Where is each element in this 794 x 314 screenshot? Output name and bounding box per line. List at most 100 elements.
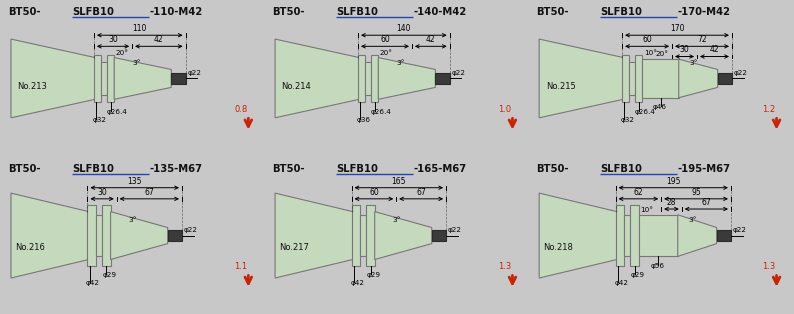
Polygon shape: [378, 57, 435, 99]
Bar: [630, 205, 639, 266]
Bar: [435, 73, 449, 84]
Bar: [371, 55, 378, 102]
Polygon shape: [678, 215, 717, 257]
Text: 67: 67: [416, 188, 426, 197]
Text: No.218: No.218: [543, 243, 573, 252]
Text: 10°: 10°: [640, 207, 653, 213]
Text: 60: 60: [369, 188, 379, 197]
Text: 110: 110: [133, 24, 147, 33]
Bar: [635, 55, 642, 102]
Text: 135: 135: [128, 176, 142, 186]
Polygon shape: [11, 193, 89, 278]
Text: φ22: φ22: [733, 227, 747, 233]
Text: 3°: 3°: [689, 60, 697, 66]
Text: 140: 140: [397, 24, 411, 33]
Polygon shape: [110, 212, 168, 259]
Text: SLFB10: SLFB10: [72, 7, 114, 17]
Bar: [107, 55, 114, 102]
Bar: [624, 215, 630, 257]
Text: No.216: No.216: [15, 243, 44, 252]
Bar: [102, 62, 107, 95]
Text: 170: 170: [670, 24, 684, 33]
Text: 42: 42: [426, 35, 436, 44]
Text: 42: 42: [154, 35, 164, 44]
Text: φ26.4: φ26.4: [635, 109, 656, 115]
Text: SLFB10: SLFB10: [600, 164, 642, 174]
Text: φ42: φ42: [86, 280, 100, 286]
Bar: [366, 205, 375, 266]
Text: 62: 62: [634, 188, 643, 197]
Text: φ26.4: φ26.4: [371, 109, 391, 115]
Text: BT50-: BT50-: [536, 164, 569, 174]
Text: φ56: φ56: [650, 263, 665, 269]
Text: 30: 30: [680, 45, 689, 54]
Text: SLFB10: SLFB10: [72, 164, 114, 174]
Text: 60: 60: [380, 35, 390, 44]
Text: -170-M42: -170-M42: [677, 7, 730, 17]
Polygon shape: [679, 59, 718, 98]
Text: φ22: φ22: [452, 70, 466, 76]
Text: 95: 95: [691, 188, 701, 197]
Text: 3°: 3°: [393, 218, 401, 224]
Bar: [358, 55, 365, 102]
Polygon shape: [11, 39, 95, 118]
Text: φ22: φ22: [734, 70, 748, 76]
Text: -165-M67: -165-M67: [413, 164, 466, 174]
Text: 0.8: 0.8: [234, 105, 247, 114]
Text: BT50-: BT50-: [272, 7, 304, 17]
Text: 1.0: 1.0: [498, 105, 511, 114]
Text: No.213: No.213: [17, 82, 48, 91]
Text: 67: 67: [145, 188, 154, 197]
Text: 165: 165: [391, 176, 406, 186]
Text: No.215: No.215: [545, 82, 576, 91]
Text: BT50-: BT50-: [8, 7, 40, 17]
Text: BT50-: BT50-: [272, 164, 304, 174]
Bar: [642, 59, 679, 98]
Text: 60: 60: [642, 35, 652, 44]
Bar: [94, 55, 102, 102]
Text: 1.1: 1.1: [234, 262, 247, 271]
Text: 30: 30: [108, 35, 118, 44]
Text: 3°: 3°: [688, 218, 696, 224]
Bar: [717, 230, 731, 241]
Bar: [168, 230, 182, 241]
Text: BT50-: BT50-: [536, 7, 569, 17]
Text: 1.2: 1.2: [762, 105, 776, 114]
Bar: [718, 73, 732, 84]
Polygon shape: [539, 39, 623, 118]
Polygon shape: [275, 39, 360, 118]
Text: φ22: φ22: [448, 227, 462, 233]
Text: φ36: φ36: [357, 117, 370, 123]
Text: No.214: No.214: [282, 82, 311, 91]
Text: φ22: φ22: [187, 70, 202, 76]
Text: φ29: φ29: [367, 272, 380, 278]
Text: 1.3: 1.3: [498, 262, 511, 271]
Text: 20°: 20°: [380, 50, 392, 56]
Text: 20°: 20°: [655, 51, 669, 57]
Text: -140-M42: -140-M42: [413, 7, 466, 17]
Bar: [172, 73, 186, 84]
Text: φ22: φ22: [184, 227, 198, 233]
Text: 3°: 3°: [133, 60, 141, 66]
Text: φ42: φ42: [615, 280, 628, 286]
Text: SLFB10: SLFB10: [336, 164, 378, 174]
Bar: [96, 215, 102, 257]
Text: 20°: 20°: [115, 50, 129, 56]
Text: 10°: 10°: [644, 50, 657, 56]
Text: SLFB10: SLFB10: [336, 7, 378, 17]
Bar: [615, 205, 624, 266]
Bar: [102, 205, 110, 266]
Text: -110-M42: -110-M42: [149, 7, 202, 17]
Bar: [360, 215, 366, 257]
Text: 1.3: 1.3: [762, 262, 776, 271]
Text: φ32: φ32: [620, 117, 634, 123]
Text: 3°: 3°: [129, 218, 137, 224]
Bar: [352, 205, 360, 266]
Text: φ46: φ46: [653, 104, 667, 110]
Text: 67: 67: [701, 198, 711, 207]
Text: 42: 42: [710, 45, 719, 54]
Text: No.217: No.217: [279, 243, 309, 252]
Bar: [87, 205, 96, 266]
Text: -135-M67: -135-M67: [149, 164, 202, 174]
Text: φ26.4: φ26.4: [106, 109, 128, 115]
